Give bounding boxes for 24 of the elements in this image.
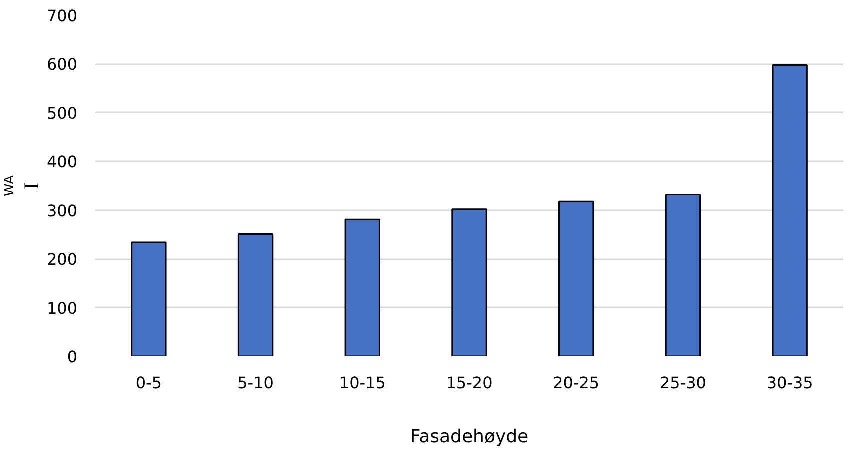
x-tick-label: 0-5 — [136, 374, 162, 392]
y-tick-label: 600 — [46, 55, 78, 74]
x-tick-label: 25-30 — [660, 374, 706, 392]
y-tick-label: 100 — [46, 298, 78, 318]
x-tick-label: 30-35 — [766, 374, 814, 392]
y-tick-label: 0 — [67, 348, 78, 366]
bar — [665, 194, 702, 356]
bar — [452, 208, 488, 356]
bar — [772, 64, 808, 356]
bar — [238, 233, 274, 356]
bar — [558, 200, 594, 356]
y-tick-label: 300 — [46, 201, 78, 220]
x-tick-label: 15-20 — [446, 374, 493, 392]
bar — [344, 218, 380, 356]
x-axis-title: Fasadehøyde — [410, 426, 529, 448]
bar — [131, 242, 167, 356]
x-tick-label: 10-15 — [339, 374, 386, 392]
x-tick-label: 20-25 — [553, 374, 600, 392]
y-tick-label: 500 — [46, 104, 78, 123]
y-tick-label: 200 — [46, 250, 78, 270]
y-tick-label: 700 — [46, 6, 78, 26]
x-tick-label: 5-10 — [238, 374, 274, 392]
y-axis-title: IWA — [2, 175, 44, 197]
y-tick-label: 400 — [46, 152, 78, 172]
